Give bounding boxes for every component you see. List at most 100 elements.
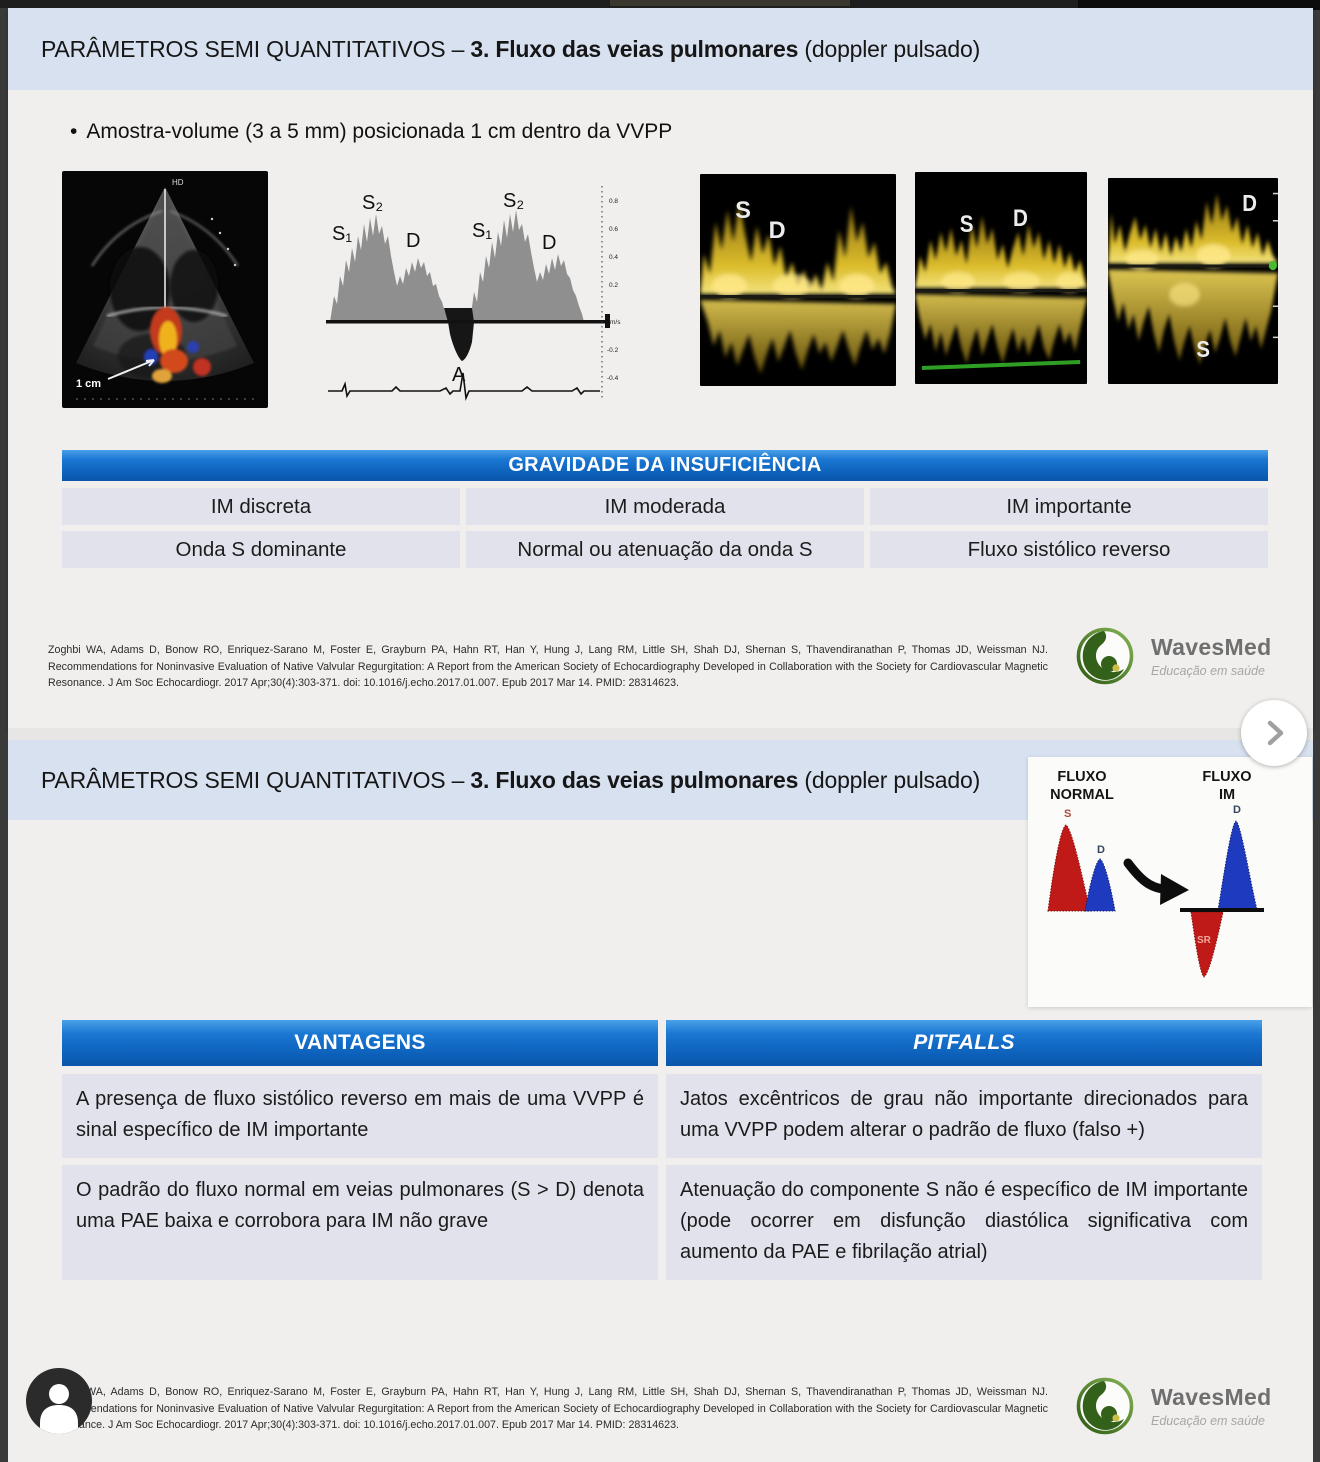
brand-tagline: Educação em saúde	[1151, 664, 1265, 678]
flow-pattern-diagram-card: FLUXO NORMAL FLUXO IM S D	[1028, 757, 1312, 1007]
svg-text:S₂: S₂	[503, 190, 524, 212]
svg-text:S: S	[1064, 808, 1071, 820]
wavesmed-logo-icon	[1076, 627, 1134, 685]
slide-2: PARÂMETROS SEMI QUANTITATIVOS – 3. Fluxo…	[8, 740, 1313, 1462]
pitfalls-cell-2: Atenuação do componente S não é específi…	[666, 1165, 1262, 1280]
panel2-green-line	[921, 360, 1081, 370]
svg-text:-0.2: -0.2	[607, 347, 619, 354]
flow-im-group: D SR	[1180, 804, 1264, 978]
title-suffix: (doppler pulsado)	[798, 35, 981, 62]
panel1-s-label: S	[735, 197, 751, 224]
svg-text:D: D	[1097, 844, 1105, 856]
svg-text:D: D	[542, 232, 556, 254]
brand-name: WavesMed	[1151, 634, 1272, 660]
carousel-next-button[interactable]	[1241, 700, 1307, 766]
svg-text:S₁: S₁	[332, 223, 352, 245]
bullet-line: • Amostra-volume (3 a 5 mm) posicionada 1…	[70, 120, 672, 144]
trace-wave-labels: S₁ S₂ D S₁ S₂ D A	[332, 190, 556, 386]
title-prefix: PARÂMETROS SEMI QUANTITATIVOS –	[41, 766, 471, 793]
echo-hd-label: HD	[172, 178, 184, 187]
echo-scale-label: 1 cm	[76, 378, 101, 390]
vantagens-cell-2: O padrão do fluxo normal em veias pulmon…	[62, 1165, 658, 1280]
svg-text:0.6: 0.6	[609, 226, 618, 233]
panel2-s-label: S	[960, 211, 974, 238]
slide-1: PARÂMETROS SEMI QUANTITATIVOS – 3. Fluxo…	[8, 8, 1313, 728]
echo-pointer-arrow	[107, 359, 155, 380]
trace-spectral-envelopes	[330, 210, 584, 322]
panel2-d-label: D	[1013, 205, 1028, 232]
brand-tagline: Educação em saúde	[1151, 1414, 1265, 1428]
panel3-green-marker	[1268, 260, 1277, 271]
svg-text:D: D	[1233, 804, 1241, 816]
panel3-baseline	[1108, 264, 1278, 268]
citation-slide1: Zoghbi WA, Adams D, Bonow RO, Enriquez-S…	[48, 644, 1048, 690]
trace-baseline-end	[605, 314, 610, 328]
severity-col-importante: IM importante	[870, 488, 1268, 525]
echo-svg: 1 cm HD	[76, 178, 254, 400]
wavesmed-logo-icon	[1076, 1377, 1134, 1435]
pitfalls-header: PITFALLS	[666, 1020, 1262, 1066]
panel3-s-label: S	[1196, 336, 1210, 363]
vantagens-header: VANTAGENS	[62, 1020, 658, 1066]
slide1-title: PARÂMETROS SEMI QUANTITATIVOS – 3. Fluxo…	[8, 8, 1313, 90]
svg-text:S₂: S₂	[362, 192, 383, 214]
wavesmed-logo-text: WavesMed Educação em saúde	[1151, 1384, 1271, 1428]
severity-table: GRAVIDADE DA INSUFICIÊNCIA IM discreta I…	[62, 450, 1268, 568]
vp-row-1: A presença de fluxo sistólico reverso em…	[62, 1074, 1262, 1158]
doppler-panel-s-dominant: S D	[700, 174, 896, 386]
svg-text:IM: IM	[1219, 787, 1235, 803]
trace-ecg-line	[328, 372, 600, 402]
person-icon	[40, 1384, 78, 1434]
doppler-panel-systolic-reversal: D S	[1108, 178, 1278, 384]
severity-columns-row: IM discreta IM moderada IM importante	[62, 488, 1268, 525]
panel3-ruler-ticks	[1272, 192, 1278, 339]
severity-col-discreta: IM discreta	[62, 488, 460, 525]
citation-slide2: Zoghbi WA, Adams D, Bonow RO, Enriquez-S…	[48, 1386, 1048, 1432]
svg-text:NORMAL: NORMAL	[1050, 787, 1114, 803]
flow-normal-group: S D	[1047, 808, 1116, 912]
trace-svg: 0.8 0.6 0.4 0.2 m/s -0.2 -0.4 S₁ S₂ D S₁…	[326, 186, 621, 402]
panel3-d-label: D	[1242, 190, 1257, 217]
title-bold: 3. Fluxo das veias pulmonares	[470, 766, 799, 793]
severity-val-discreta: Onda S dominante	[62, 531, 460, 568]
vp-header-row: VANTAGENS PITFALLS	[62, 1020, 1262, 1066]
title-bold: 3. Fluxo das veias pulmonares	[470, 35, 799, 62]
svg-text:FLUXO: FLUXO	[1057, 769, 1106, 785]
slide-gap	[8, 728, 1313, 740]
title-prefix: PARÂMETROS SEMI QUANTITATIVOS –	[41, 35, 471, 62]
svg-text:-0.4: -0.4	[607, 375, 619, 382]
doppler-panel-s-attenuated: S D	[915, 172, 1087, 384]
doppler-panel-1-svg: S D	[700, 197, 896, 374]
svg-text:m/s: m/s	[610, 319, 621, 326]
svg-text:S₁: S₁	[472, 220, 492, 242]
trace-scale-ruler: 0.8 0.6 0.4 0.2 m/s -0.2 -0.4	[601, 186, 621, 400]
user-avatar[interactable]	[26, 1368, 92, 1434]
svg-text:0.8: 0.8	[609, 198, 618, 205]
brand-name: WavesMed	[1151, 1384, 1272, 1410]
panel1-d-label: D	[769, 217, 786, 244]
severity-val-importante: Fluxo sistólico reverso	[870, 531, 1268, 568]
svg-text:0.4: 0.4	[609, 254, 618, 261]
panel1-baseline	[700, 295, 896, 299]
pitfalls-cell-1: Jatos excêntricos de grau não importante…	[666, 1074, 1262, 1158]
severity-table-header: GRAVIDADE DA INSUFICIÊNCIA	[62, 450, 1268, 481]
chevron-right-icon	[1267, 720, 1284, 746]
wavesmed-logo: WavesMed Educação em saúde	[1073, 620, 1308, 692]
vp-row-2: O padrão do fluxo normal em veias pulmon…	[62, 1165, 1262, 1280]
echocardiogram-image: 1 cm HD	[62, 171, 268, 408]
wavesmed-logo-text: WavesMed Educação em saúde	[1151, 634, 1271, 678]
svg-text:0.2: 0.2	[609, 282, 618, 289]
trace-baseline	[326, 320, 608, 324]
trace-a-reversal-wave	[444, 308, 474, 361]
svg-text:SR: SR	[1197, 935, 1212, 946]
vantagens-pitfalls-table: VANTAGENS PITFALLS A presença de fluxo s…	[62, 1020, 1262, 1280]
echo-fan	[76, 187, 254, 381]
flow-diagram-svg: FLUXO NORMAL FLUXO IM S D	[1047, 769, 1264, 978]
bullet-marker: •	[70, 120, 78, 143]
doppler-trace-diagram: 0.8 0.6 0.4 0.2 m/s -0.2 -0.4 S₁ S₂ D S₁…	[322, 184, 622, 402]
severity-val-moderada: Normal ou atenuação da onda S	[466, 531, 864, 568]
bullet-text: Amostra-volume (3 a 5 mm) posicionada 1 …	[86, 120, 673, 143]
svg-text:FLUXO: FLUXO	[1202, 769, 1251, 785]
wavesmed-logo: WavesMed Educação em saúde	[1073, 1370, 1308, 1442]
